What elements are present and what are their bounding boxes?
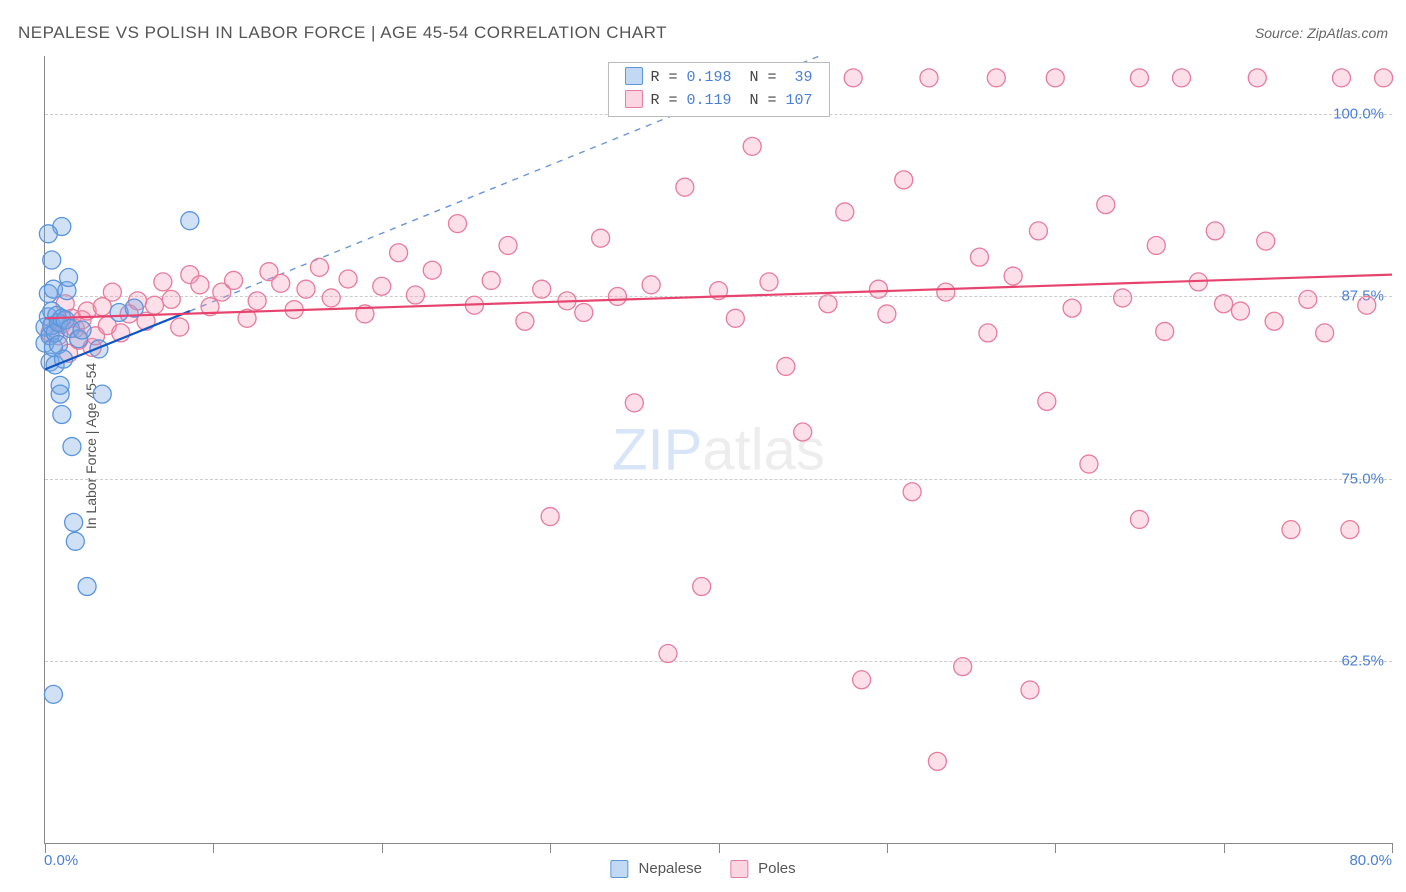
title-bar: NEPALESE VS POLISH IN LABOR FORCE | AGE … — [18, 18, 1388, 48]
plot-area: ZIPatlas R = 0.198 N = 39R = 0.119 N = 1… — [44, 56, 1392, 844]
plot-svg — [45, 56, 1392, 843]
legend-item-nepalese: Nepalese — [610, 860, 702, 878]
legend-stats-box: R = 0.198 N = 39R = 0.119 N = 107 — [607, 62, 829, 117]
legend-bottom: Nepalese Poles — [610, 860, 795, 878]
source-label: Source: ZipAtlas.com — [1255, 25, 1388, 41]
swatch-poles — [730, 860, 748, 878]
x-max-label: 80.0% — [1349, 852, 1392, 869]
swatch-nepalese — [610, 860, 628, 878]
legend-item-poles: Poles — [730, 860, 796, 878]
x-tick — [1392, 843, 1393, 853]
x-min-label: 0.0% — [44, 852, 78, 869]
chart-title: NEPALESE VS POLISH IN LABOR FORCE | AGE … — [18, 23, 667, 43]
